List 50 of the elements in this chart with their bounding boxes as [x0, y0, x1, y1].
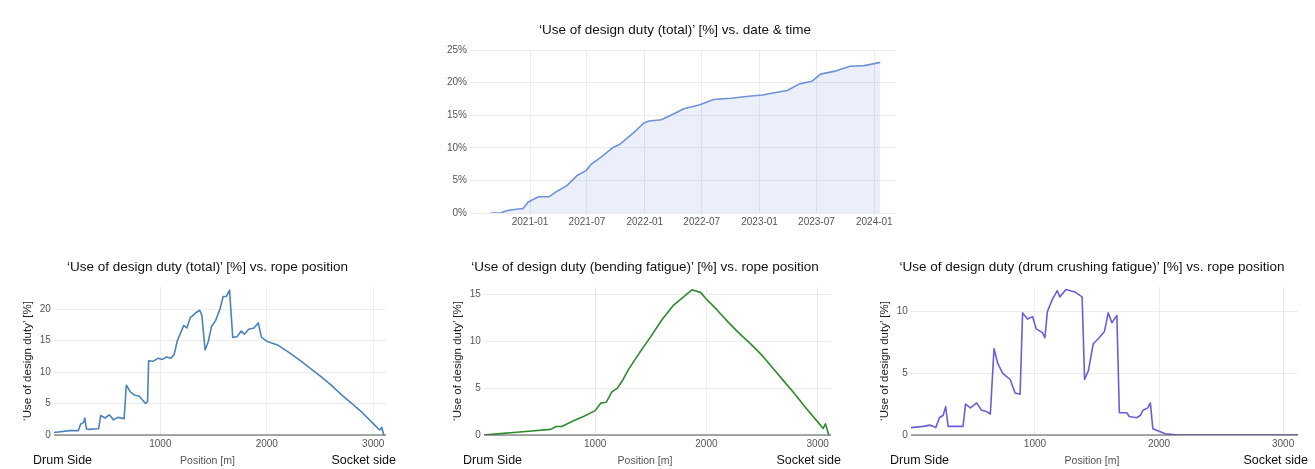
y-tick-label: 25% — [447, 43, 468, 55]
chart-title: ‘Use of design duty (total)’ [%] vs. date & time — [538, 22, 812, 37]
text: Drum Side — [33, 453, 93, 467]
y-tick-label: 10 — [469, 335, 482, 347]
x-tick-label: 2022-07 — [683, 215, 721, 227]
x-tick-label: 2021-07 — [568, 215, 606, 227]
x-tick-label: 2000 — [255, 437, 279, 449]
y-axis-title: ‘Use of design duty’ [%] — [878, 301, 891, 421]
text: Socket side — [331, 453, 396, 467]
x-tick-label: 2022-01 — [626, 215, 664, 227]
y-tick-label: 10 — [896, 305, 909, 317]
y-tick-label: 15 — [469, 288, 482, 300]
x-axis-title: Position [m] — [1064, 454, 1120, 466]
text: Socket side — [1243, 453, 1308, 467]
y-tick-label: 5 — [45, 397, 52, 409]
chart-title: ‘Use of design duty (total)’ [%] vs. rope position — [66, 259, 349, 274]
text: Socket side — [776, 453, 841, 467]
chart-title: ‘Use of design duty (bending fatigue)’ [%] vs. rope position — [470, 259, 820, 274]
y-tick-label: 15% — [447, 108, 468, 120]
y-tick-label: 15 — [39, 334, 52, 346]
x-axis-title: Position [m] — [180, 454, 235, 466]
y-tick-label: 10% — [447, 141, 468, 153]
text: Drum Side — [890, 453, 950, 467]
y-tick-label: 20 — [39, 302, 52, 314]
y-axis-title: ‘Use of design duty’ [%] — [21, 301, 34, 421]
chart-title: ‘Use of design duty (drum crushing fatigue)’ [%] vs. rope position — [898, 259, 1286, 274]
y-tick-label: 5 — [902, 367, 909, 379]
y-tick-label: 0% — [452, 206, 468, 218]
y-tick-label: 20% — [447, 76, 468, 88]
text: Drum Side — [463, 453, 523, 467]
x-tick-label: 3000 — [362, 437, 385, 449]
x-tick-label: 1000 — [149, 437, 172, 449]
y-tick-label: 0 — [45, 428, 52, 440]
y-tick-label: 5 — [475, 381, 482, 393]
y-tick-label: 5% — [452, 174, 468, 186]
x-tick-label: 1000 — [584, 437, 607, 449]
x-tick-label: 2024-01 — [855, 215, 894, 227]
x-tick-label: 3000 — [806, 437, 830, 449]
x-tick-label: 2021-01 — [511, 215, 549, 227]
y-tick-label: 10 — [39, 365, 52, 377]
y-axis-title: ‘Use of design duty’ [%] — [451, 301, 464, 421]
x-tick-label: 2023-01 — [741, 215, 779, 227]
x-tick-label: 2000 — [1147, 437, 1171, 449]
x-axis-title: Position [m] — [617, 454, 673, 466]
x-tick-label: 3000 — [1271, 437, 1295, 449]
y-tick-label: 0 — [902, 428, 909, 440]
y-tick-label: 0 — [475, 428, 482, 440]
x-tick-label: 1000 — [1023, 437, 1047, 449]
x-tick-label: 2023-07 — [798, 215, 836, 227]
x-tick-label: 2000 — [695, 437, 718, 449]
